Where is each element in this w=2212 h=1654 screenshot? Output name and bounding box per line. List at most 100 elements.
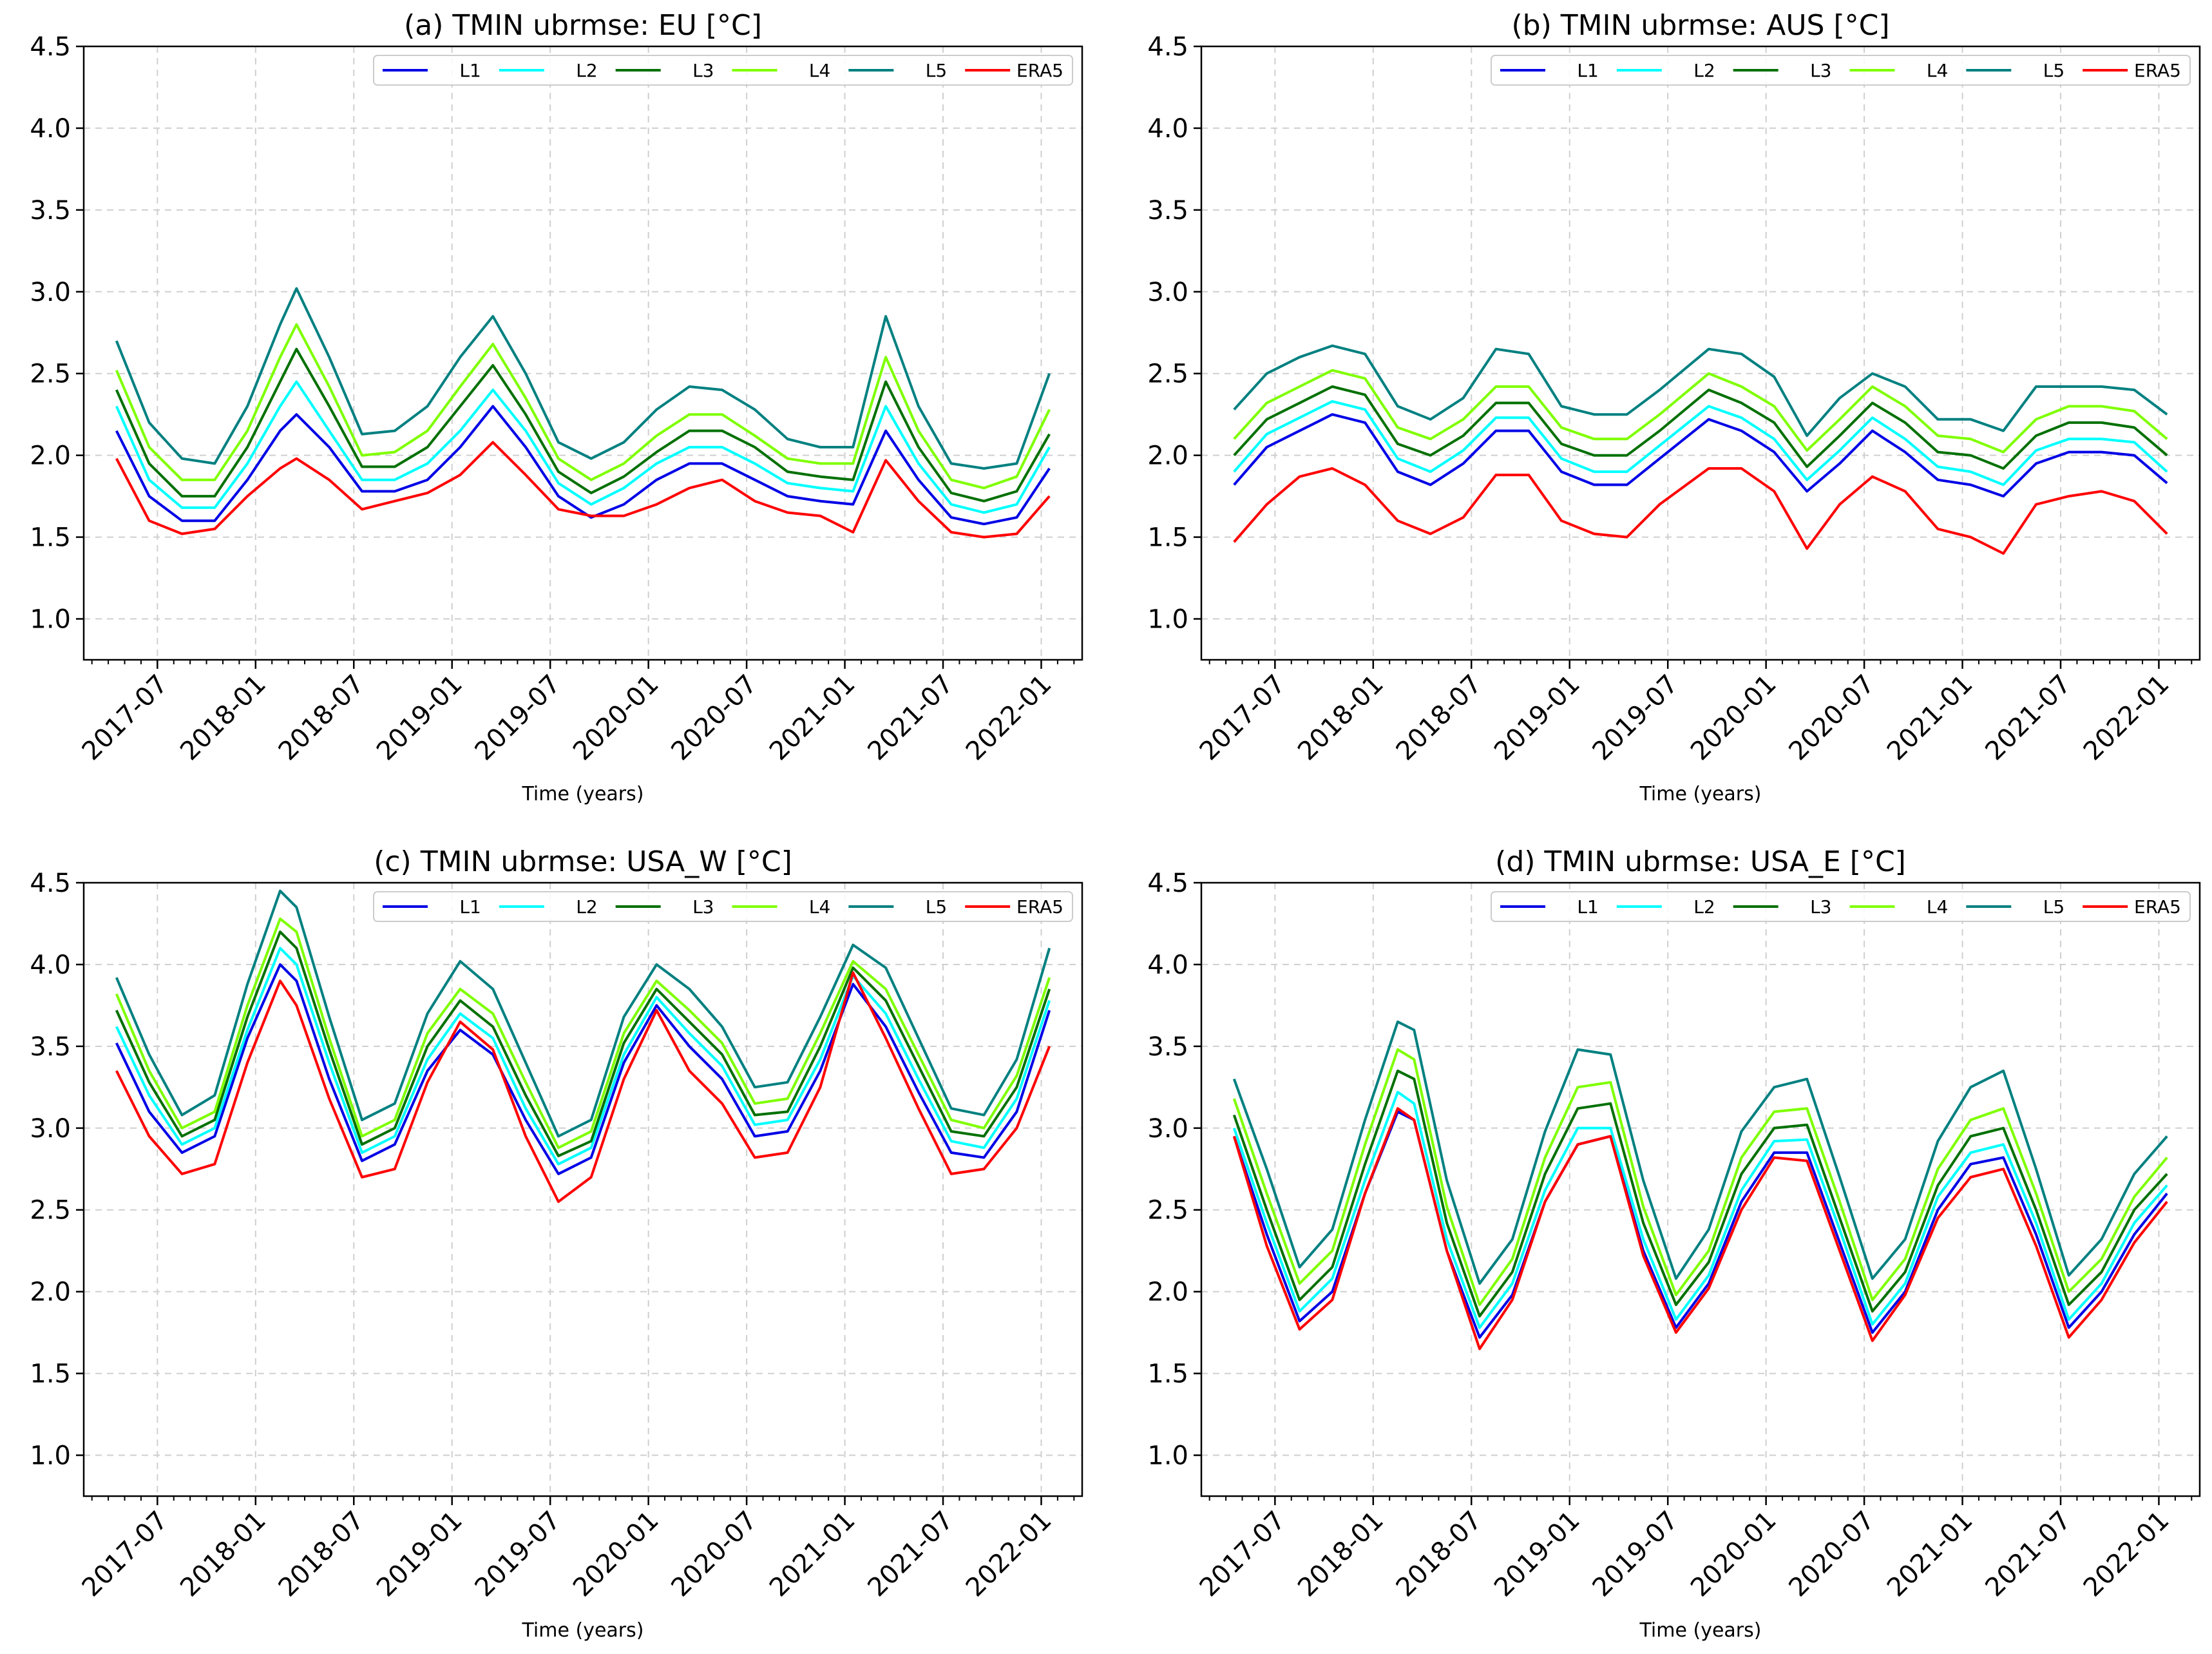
legend-label-era5: ERA5 <box>2134 896 2181 918</box>
series-line-l5 <box>115 889 1051 1138</box>
x-tick-label: 2018-01 <box>175 1506 272 1603</box>
series-line-l3 <box>1232 1069 2168 1318</box>
y-tick-label: 4.5 <box>1147 869 1188 898</box>
legend-label-l1: L1 <box>1577 896 1598 918</box>
chart-title-b: (b) TMIN ubrmse: AUS [°C] <box>1511 9 1889 42</box>
x-tick-label: 2022-01 <box>2078 669 2175 767</box>
legend-label-l4: L4 <box>1927 896 1948 918</box>
legend-label-era5: ERA5 <box>1016 60 1063 81</box>
legend-box <box>1491 55 2191 86</box>
plot-frame <box>1200 881 2201 1497</box>
x-tick-label: 2022-01 <box>960 669 1058 767</box>
series-line-l2 <box>1232 1090 2168 1329</box>
panel-b: (b) TMIN ubrmse: AUS [°C] 1.0 1.5 2.0 2.5 3.0… <box>1147 9 2201 805</box>
x-tick-label: 2022-01 <box>960 1506 1058 1603</box>
legend-label-l3: L3 <box>692 60 714 81</box>
plot-frame <box>82 881 1083 1497</box>
x-tick-label: 2020-07 <box>1783 669 1880 767</box>
y-tick-label: 2.0 <box>1147 441 1188 471</box>
series-line-l3 <box>115 930 1051 1157</box>
legend-box <box>1491 891 2191 922</box>
legend-label-l3: L3 <box>692 896 714 918</box>
x-axis-label: Time (years) <box>1639 1619 1762 1642</box>
series-line-l5 <box>115 287 1051 470</box>
x-tick-label: 2019-01 <box>1489 1506 1586 1603</box>
y-tick-label: 3.5 <box>1147 1032 1188 1062</box>
x-tick-label: 2017-07 <box>77 1506 174 1603</box>
y-tick-label: 4.5 <box>1147 32 1188 62</box>
series-line-l4 <box>115 917 1051 1149</box>
y-tick-label: 4.0 <box>1147 114 1188 144</box>
plot-frame <box>82 45 1083 661</box>
y-tick-label: 1.0 <box>1147 1441 1188 1471</box>
y-tick-label: 2.0 <box>30 441 71 471</box>
x-tick-label: 2018-07 <box>1391 669 1488 767</box>
legend-label-era5: ERA5 <box>2134 60 2181 81</box>
legend-label-l2: L2 <box>576 896 597 918</box>
y-tick-label: 2.5 <box>30 1196 71 1226</box>
y-tick-label: 3.5 <box>1147 196 1188 226</box>
series-line-l4 <box>1233 369 2168 454</box>
y-tick-label: 4.0 <box>1147 950 1188 980</box>
legend-label-l1: L1 <box>459 60 481 81</box>
x-tick-label: 2020-01 <box>567 669 665 767</box>
panel-d: (d) TMIN ubrmse: USA_E [°C] 1.0 1.5 2.0 2.5 3… <box>1147 845 2201 1642</box>
series-line-l2 <box>1233 399 2168 486</box>
series-line-l3 <box>115 347 1051 503</box>
chart-title-a: (a) TMIN ubrmse: EU [°C] <box>404 9 762 42</box>
x-tick-label: 2020-07 <box>665 1506 763 1603</box>
x-tick-label: 2021-07 <box>862 669 959 767</box>
y-tick-label: 1.0 <box>30 1441 71 1471</box>
series-line-l1 <box>115 963 1051 1175</box>
y-tick-label: 3.5 <box>30 1032 71 1062</box>
legend-label-l5: L5 <box>926 60 947 81</box>
x-tick-label: 2017-07 <box>1194 669 1292 767</box>
x-tick-label: 2021-01 <box>764 669 861 767</box>
panel-c: (c) TMIN ubrmse: USA_W [°C] 1.0 1.5 2.0 2.5 3… <box>30 845 1083 1642</box>
series-line-l4 <box>115 323 1051 490</box>
y-tick-label: 1.0 <box>1147 605 1188 635</box>
y-tick-label: 4.5 <box>30 32 71 62</box>
y-tick-label: 2.5 <box>1147 1196 1188 1226</box>
plot-frame <box>1200 45 2201 661</box>
series-line-l2 <box>115 947 1051 1166</box>
y-tick-label: 3.0 <box>1147 1114 1188 1144</box>
series-line-l3 <box>1233 385 2168 470</box>
x-tick-label: 2019-07 <box>1587 669 1684 767</box>
x-tick-label: 2019-01 <box>371 669 468 767</box>
x-tick-label: 2021-01 <box>1882 1506 1979 1603</box>
x-tick-label: 2018-01 <box>1292 669 1389 767</box>
x-tick-label: 2020-01 <box>1685 669 1782 767</box>
legend-label-l5: L5 <box>2043 896 2064 918</box>
series-line-era5 <box>1232 1107 2168 1351</box>
legend-box <box>373 55 1073 86</box>
legend-label-l1: L1 <box>1577 60 1598 81</box>
legend-label-l5: L5 <box>2043 60 2064 81</box>
legend-label-l4: L4 <box>809 896 830 918</box>
y-tick-label: 1.5 <box>30 523 71 553</box>
legend-label-l2: L2 <box>576 60 597 81</box>
legend-label-l1: L1 <box>459 896 481 918</box>
series-line-era5 <box>115 441 1051 539</box>
series-line-l5 <box>1233 344 2168 438</box>
chart-title-c: (c) TMIN ubrmse: USA_W [°C] <box>374 845 792 878</box>
x-tick-label: 2020-07 <box>1783 1506 1880 1603</box>
x-tick-label: 2018-01 <box>1292 1506 1389 1603</box>
x-tick-label: 2021-01 <box>1882 669 1979 767</box>
series-line-l1 <box>115 405 1051 526</box>
y-tick-label: 4.0 <box>30 114 71 144</box>
legend-label-l2: L2 <box>1693 60 1715 81</box>
series-line-era5 <box>1233 467 2168 555</box>
legend-box <box>373 891 1073 922</box>
legend-label-l4: L4 <box>1927 60 1948 81</box>
x-tick-label: 2018-07 <box>273 1506 370 1603</box>
legend-label-l4: L4 <box>809 60 830 81</box>
series-line-l1 <box>1233 413 2168 498</box>
y-tick-label: 2.5 <box>1147 360 1188 389</box>
legend-label-l5: L5 <box>926 896 947 918</box>
x-tick-label: 2019-07 <box>470 669 567 767</box>
x-axis-label: Time (years) <box>522 1619 644 1642</box>
x-tick-label: 2017-07 <box>77 669 174 767</box>
series-line-l2 <box>115 380 1051 514</box>
